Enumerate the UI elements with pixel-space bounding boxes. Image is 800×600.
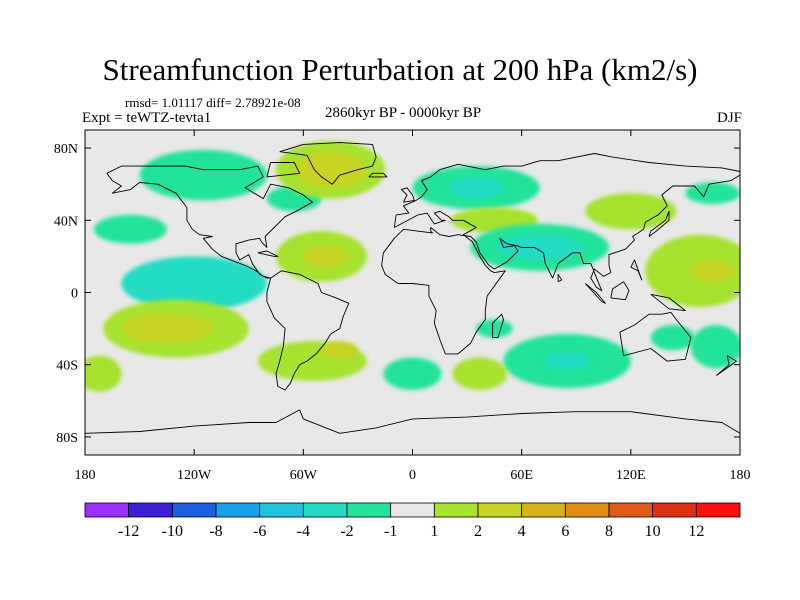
x-tick-label: 0 [409, 468, 416, 483]
anomaly-region [321, 341, 358, 360]
coastline-australia [619, 311, 692, 362]
colorbar-label: -4 [297, 523, 310, 540]
colorbar: -12 -10 -8 -6 -4 -2 -1 1 2 4 6 8 10 12 [84, 502, 741, 540]
coastline-new-zealand [716, 355, 737, 376]
y-tick-label: 40S [56, 359, 78, 374]
anomaly-region [476, 319, 513, 338]
anomaly-region [121, 314, 213, 344]
x-tick-label: 180 [75, 468, 96, 483]
page-title: Streamfunction Perturbation at 200 hPa (… [102, 52, 698, 87]
coastline-baffin [266, 162, 301, 178]
coastline-north-america [106, 165, 313, 279]
anomaly-region [685, 182, 740, 205]
coastline-sri-lanka [557, 273, 563, 283]
anomaly-region [294, 151, 368, 188]
coastline-britain [401, 187, 415, 203]
colorbar-swatch [259, 502, 304, 518]
colorbar-swatch [564, 502, 610, 518]
colorbar-label: 10 [645, 523, 661, 540]
coastline-sumatra [584, 283, 606, 304]
anomaly-region [157, 270, 231, 297]
colorbar-swatch [652, 502, 697, 518]
experiment-label: Expt = teWTZ-tevta1 [82, 110, 212, 126]
stats-label: rmsd= 1.01117 diff= 2.78921e-08 [125, 95, 301, 110]
colorbar-swatch [521, 502, 566, 518]
colorbar-label: -1 [384, 523, 397, 540]
colorbar-swatch [84, 502, 130, 518]
colorbar-swatch [215, 502, 261, 518]
anomaly-region [496, 234, 584, 260]
colorbar-label: 4 [518, 523, 526, 540]
coastline-new-guinea [650, 293, 686, 312]
anomaly-region [85, 355, 122, 392]
anomaly-region [690, 325, 740, 369]
axis-layer: 180 120W 60W 0 60E 120E 180 80N 40N 0 40S 80S [54, 130, 751, 483]
x-tick-label: 180 [730, 468, 751, 483]
colorbar-swatch [171, 502, 217, 518]
anomaly-region [690, 260, 735, 282]
y-tick-label: 0 [71, 287, 78, 302]
coastline-japan [648, 210, 670, 237]
period-label: 2860kyr BP - 0000kyr BP [325, 105, 482, 121]
colorbar-swatch [346, 502, 392, 518]
colorbar-label: 8 [605, 523, 613, 540]
coastline-eurasia-africa [381, 153, 740, 355]
colorbar-swatch [608, 502, 654, 518]
colorbar-label: 6 [561, 523, 569, 540]
y-tick-label: 40N [54, 214, 78, 229]
colorbar-label: -2 [340, 523, 353, 540]
x-tick-label: 120W [177, 468, 212, 483]
colorbar-swatch [390, 502, 435, 518]
colorbar-label: 12 [688, 523, 704, 540]
season-label: DJF [716, 110, 742, 126]
colorbar-swatch [128, 502, 173, 518]
colorbar-swatch [433, 502, 479, 518]
coastline-antarctica [85, 409, 740, 434]
anomaly-region [650, 325, 695, 351]
coastline-iceland [368, 172, 388, 178]
anomaly-region [139, 149, 267, 201]
colorbar-label: -8 [209, 523, 222, 540]
colorbar-swatch [695, 502, 741, 518]
y-tick-label: 80N [54, 142, 78, 157]
anomaly-region [545, 352, 589, 371]
y-tick-label: 80S [56, 431, 78, 446]
x-tick-label: 60W [290, 468, 318, 483]
colorbar-label: -6 [253, 523, 266, 540]
coastline-greenland [279, 142, 377, 185]
coastline-madagascar [492, 313, 504, 339]
colorbar-label: -12 [118, 523, 139, 540]
coastline-south-america [266, 270, 350, 391]
colorbar-swatch [302, 502, 348, 518]
coastline-philippines [630, 259, 643, 281]
colorbar-swatch [477, 502, 523, 518]
coastline-cuba [257, 250, 279, 257]
anomaly-layer [85, 140, 740, 392]
coastline-borneo [610, 281, 630, 301]
anomaly-region [585, 193, 677, 230]
colorbar-label: 2 [474, 523, 482, 540]
colorbar-label: 1 [430, 523, 438, 540]
anomaly-region [303, 245, 347, 268]
x-tick-label: 120E [616, 468, 646, 483]
x-tick-label: 60E [510, 468, 533, 483]
anomaly-region [383, 357, 442, 390]
colorbar-label: -10 [162, 523, 183, 540]
anomaly-region [452, 357, 508, 390]
coastline-layer [85, 142, 740, 434]
anomaly-region [448, 176, 504, 199]
anomaly-region [94, 214, 167, 244]
